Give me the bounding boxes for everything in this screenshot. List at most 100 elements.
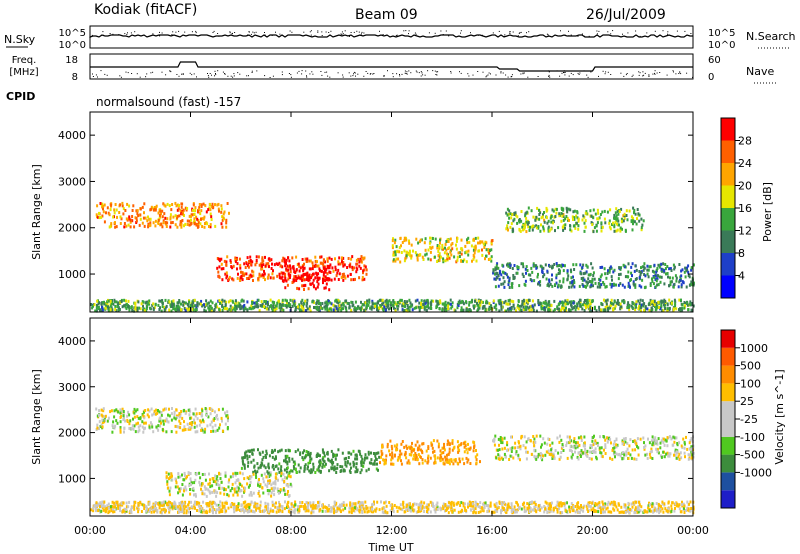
nave-dot <box>230 75 232 77</box>
nave-dot <box>161 71 163 73</box>
heatmap-cell <box>687 274 690 277</box>
heatmap-cell <box>379 298 382 302</box>
heatmap-cell <box>623 437 625 441</box>
nave-dot <box>281 71 283 73</box>
heatmap-cell <box>596 221 599 225</box>
heatmap-cell <box>119 430 122 434</box>
heatmap-cell <box>107 309 110 313</box>
heatmap-cell <box>654 305 656 308</box>
heatmap-cell <box>158 299 161 303</box>
heatmap-cell <box>166 482 169 486</box>
heatmap-cell <box>506 448 509 452</box>
heatmap-cell <box>204 309 207 313</box>
heatmap-cell <box>358 276 361 280</box>
heatmap-cell <box>183 307 186 310</box>
heatmap-cell <box>599 278 602 282</box>
noise-search-dot <box>356 30 358 32</box>
heatmap-cell <box>284 298 287 302</box>
heatmap-cell <box>215 415 217 419</box>
heatmap-cell <box>286 454 289 458</box>
nave-dot <box>353 71 355 73</box>
noise-search-dot <box>559 35 561 37</box>
heatmap-cell <box>427 445 430 449</box>
heatmap-cell <box>409 254 412 258</box>
heatmap-cell <box>109 299 112 303</box>
heatmap-cell <box>488 302 491 306</box>
heatmap-cell <box>391 244 394 248</box>
heatmap-cell <box>150 207 153 211</box>
power-ytick-label: 1000 <box>58 268 86 281</box>
heatmap-cell <box>584 447 587 451</box>
heatmap-cell <box>99 425 102 428</box>
heatmap-cell <box>300 304 303 308</box>
heatmap-cell <box>176 214 179 218</box>
heatmap-cell <box>525 211 528 215</box>
heatmap-cell <box>577 451 580 455</box>
noise-search-dot <box>504 34 506 36</box>
heatmap-cell <box>284 272 287 276</box>
heatmap-cell <box>300 302 303 306</box>
heatmap-cell <box>502 282 505 286</box>
heatmap-cell <box>159 424 162 428</box>
heatmap-cell <box>96 423 99 427</box>
heatmap-cell <box>380 455 382 459</box>
heatmap-cell <box>388 299 391 303</box>
heatmap-cell <box>671 443 674 447</box>
heatmap-cell <box>119 301 122 305</box>
heatmap-cell <box>240 305 243 309</box>
nave-dot <box>563 70 565 72</box>
heatmap-cell <box>472 257 475 261</box>
heatmap-cell <box>587 281 589 285</box>
heatmap-cell <box>155 425 158 429</box>
heatmap-cell <box>226 202 229 205</box>
heatmap-cell <box>446 442 449 446</box>
heatmap-cell <box>139 307 142 311</box>
nave-dot <box>548 74 550 76</box>
heatmap-cell <box>266 470 269 474</box>
heatmap-cell <box>194 206 197 210</box>
heatmap-cell <box>175 306 178 310</box>
heatmap-cell <box>647 268 650 272</box>
heatmap-cell <box>526 269 529 272</box>
heatmap-cell <box>624 228 627 232</box>
heatmap-cell <box>465 447 468 451</box>
heatmap-cell <box>324 270 327 274</box>
heatmap-cell <box>274 448 276 452</box>
noise-search-dot <box>596 33 598 35</box>
heatmap-cell <box>403 453 406 457</box>
heatmap-cell <box>124 209 127 212</box>
heatmap-cell <box>623 212 626 216</box>
heatmap-cell <box>217 274 220 278</box>
heatmap-cell <box>640 271 642 275</box>
heatmap-cell <box>135 219 138 223</box>
heatmap-cell <box>196 304 199 308</box>
heatmap-cell <box>451 247 454 251</box>
nave-dot <box>92 76 94 77</box>
heatmap-cell <box>664 263 667 266</box>
heatmap-cell <box>526 450 529 454</box>
heatmap-cell <box>252 448 255 452</box>
heatmap-cell <box>192 203 195 207</box>
heatmap-cell <box>583 221 586 225</box>
heatmap-cell <box>178 489 181 493</box>
heatmap-cell <box>345 456 348 460</box>
heatmap-cell <box>262 480 265 484</box>
heatmap-cell <box>202 420 205 424</box>
noise-search-dot <box>460 30 462 32</box>
heatmap-cell <box>460 247 463 251</box>
heatmap-cell <box>189 488 191 491</box>
heatmap-cell <box>322 262 324 266</box>
heatmap-cell <box>657 305 660 309</box>
heatmap-cell <box>267 462 270 466</box>
heatmap-cell <box>436 439 439 443</box>
heatmap-cell <box>193 212 196 216</box>
heatmap-cell <box>416 458 419 462</box>
heatmap-cell <box>284 264 287 268</box>
heatmap-cell <box>490 259 493 263</box>
heatmap-cell <box>605 299 608 303</box>
heatmap-cell <box>241 472 244 476</box>
heatmap-cell <box>371 305 373 309</box>
heatmap-cell <box>663 443 666 447</box>
cpid-value: normalsound (fast) -157 <box>96 95 241 109</box>
heatmap-cell <box>184 474 186 478</box>
